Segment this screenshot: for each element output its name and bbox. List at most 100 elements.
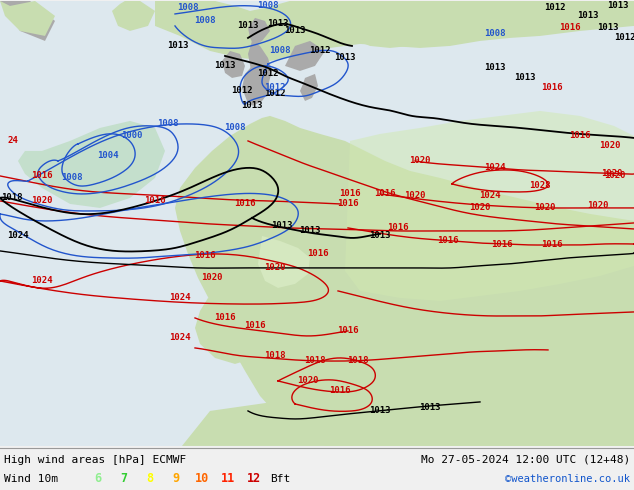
Text: 1004: 1004	[97, 151, 119, 160]
Text: 1013: 1013	[484, 63, 506, 73]
Polygon shape	[18, 121, 165, 208]
Text: 1020: 1020	[264, 264, 286, 272]
Text: 1013: 1013	[242, 101, 262, 110]
Text: 1008: 1008	[157, 120, 179, 128]
Text: 1018: 1018	[264, 351, 286, 361]
Text: 1020: 1020	[469, 203, 491, 213]
Text: 1020: 1020	[587, 201, 609, 210]
Text: 1016: 1016	[244, 321, 266, 330]
Text: 1016: 1016	[214, 314, 236, 322]
Text: 1020: 1020	[604, 172, 626, 180]
Text: 12: 12	[247, 472, 261, 486]
Text: 1013: 1013	[514, 74, 536, 82]
Text: 1024: 1024	[169, 294, 191, 302]
Text: 1013: 1013	[369, 231, 391, 241]
Text: 1016: 1016	[569, 131, 591, 141]
Text: 1016: 1016	[194, 251, 216, 261]
Text: 1008: 1008	[194, 17, 216, 25]
Polygon shape	[222, 51, 245, 78]
Text: 24: 24	[8, 136, 19, 146]
Text: 1013: 1013	[369, 406, 391, 416]
Text: 1020: 1020	[534, 203, 556, 213]
Polygon shape	[330, 1, 460, 48]
Text: 1016: 1016	[337, 199, 359, 208]
Text: 1020: 1020	[599, 142, 621, 150]
Text: 1016: 1016	[339, 190, 361, 198]
Polygon shape	[242, 66, 270, 106]
Text: 1016: 1016	[307, 249, 329, 258]
Text: ©weatheronline.co.uk: ©weatheronline.co.uk	[505, 474, 630, 484]
Text: 1012: 1012	[614, 33, 634, 43]
Text: 1008: 1008	[269, 47, 291, 55]
Text: 1016: 1016	[541, 83, 563, 93]
Text: 1016: 1016	[437, 237, 459, 245]
Text: 1016: 1016	[31, 172, 53, 180]
Text: 1008: 1008	[224, 123, 246, 132]
Text: 1008: 1008	[61, 173, 83, 182]
Text: 1020: 1020	[404, 192, 426, 200]
Polygon shape	[285, 41, 325, 71]
Text: 1020: 1020	[297, 376, 319, 386]
Text: 1013: 1013	[214, 61, 236, 71]
Text: 1012: 1012	[257, 70, 279, 78]
Text: 1012: 1012	[264, 90, 286, 98]
Text: 1013: 1013	[607, 1, 629, 10]
Text: Mo 27-05-2024 12:00 UTC (12+48): Mo 27-05-2024 12:00 UTC (12+48)	[421, 455, 630, 465]
Text: 6: 6	[94, 472, 101, 486]
Polygon shape	[308, 251, 342, 318]
Text: 1020: 1020	[201, 273, 223, 282]
Polygon shape	[0, 1, 55, 36]
Polygon shape	[112, 1, 155, 31]
Text: High wind areas [hPa] ECMWF: High wind areas [hPa] ECMWF	[4, 455, 186, 465]
Text: 1016: 1016	[374, 190, 396, 198]
Text: 1013: 1013	[237, 22, 259, 30]
Text: 8: 8	[146, 472, 153, 486]
Text: 1013: 1013	[597, 24, 619, 32]
Text: 9: 9	[172, 472, 179, 486]
Polygon shape	[0, 1, 55, 41]
Text: 1020: 1020	[31, 196, 53, 205]
Text: 10: 10	[195, 472, 209, 486]
Text: Bft: Bft	[270, 474, 290, 484]
Text: 1016: 1016	[234, 199, 256, 208]
Polygon shape	[182, 391, 634, 446]
Text: 1024: 1024	[7, 231, 29, 241]
Text: 1008: 1008	[178, 3, 198, 12]
Polygon shape	[248, 18, 270, 46]
Text: 1024: 1024	[484, 164, 506, 172]
Text: 1018: 1018	[304, 356, 326, 366]
Text: 11: 11	[221, 472, 235, 486]
Polygon shape	[258, 236, 310, 288]
Text: 1016: 1016	[387, 223, 409, 232]
Text: 1012: 1012	[309, 47, 331, 55]
Text: 1018: 1018	[347, 356, 369, 366]
Polygon shape	[300, 74, 318, 101]
Text: 1013: 1013	[577, 11, 598, 21]
Text: 7: 7	[120, 472, 127, 486]
Text: 1013: 1013	[419, 403, 441, 413]
Polygon shape	[248, 41, 272, 91]
Text: 1024: 1024	[479, 192, 501, 200]
Text: 1016: 1016	[329, 387, 351, 395]
Polygon shape	[175, 116, 634, 446]
Text: 1013: 1013	[271, 221, 293, 230]
Text: 1024: 1024	[31, 276, 53, 286]
Polygon shape	[345, 111, 634, 301]
Text: 1020: 1020	[410, 156, 430, 166]
Polygon shape	[345, 271, 398, 324]
Text: 1008: 1008	[257, 1, 279, 10]
Text: 1013: 1013	[284, 26, 306, 35]
Text: 1013: 1013	[167, 42, 189, 50]
Text: 1012: 1012	[264, 83, 286, 93]
Text: 1008: 1008	[484, 29, 506, 38]
Text: 1018: 1018	[1, 194, 23, 202]
Text: 1020: 1020	[601, 170, 623, 178]
Text: 1028: 1028	[529, 181, 551, 191]
Text: 1012: 1012	[231, 86, 253, 96]
Text: 1016: 1016	[559, 24, 581, 32]
Polygon shape	[195, 298, 270, 364]
Text: 1016: 1016	[541, 241, 563, 249]
Text: 1000: 1000	[121, 131, 143, 141]
Polygon shape	[562, 326, 634, 446]
Polygon shape	[410, 298, 510, 351]
